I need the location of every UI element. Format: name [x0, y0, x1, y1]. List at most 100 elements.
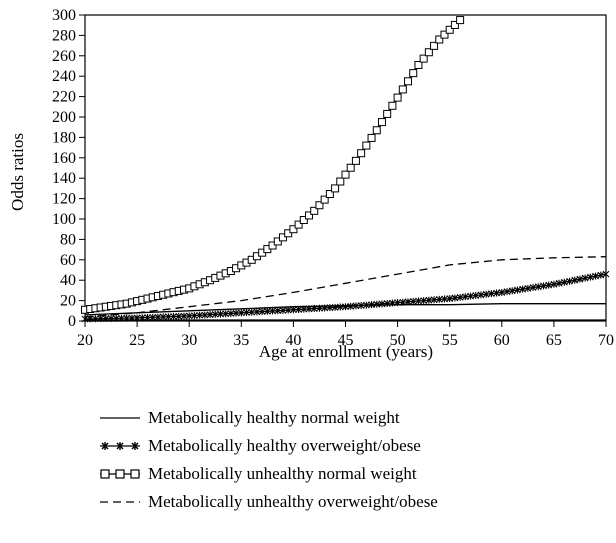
star-marker: [206, 311, 214, 319]
square-marker: [362, 141, 371, 150]
x-tick-label: 50: [390, 332, 406, 349]
square-marker: [409, 69, 418, 78]
x-tick-label: 55: [442, 332, 458, 349]
square-marker: [414, 60, 423, 69]
y-tick-label: 260: [52, 48, 76, 65]
square-marker: [419, 54, 428, 63]
square-marker: [299, 216, 308, 225]
star-marker: [243, 309, 250, 317]
square-marker: [377, 118, 386, 127]
square-marker: [393, 93, 402, 102]
square-marker: [456, 16, 465, 25]
plot-area: 0204060801001201401601802002202402602803…: [52, 7, 614, 349]
star-marker: [378, 300, 386, 308]
square-marker: [367, 133, 376, 142]
x-tick-label: 65: [546, 332, 562, 349]
star-marker: [201, 311, 209, 319]
legend: Metabolically healthy normal weight Meta…: [100, 404, 600, 516]
legend-label: Metabolically healthy overweight/obese: [148, 436, 421, 455]
square-marker: [315, 201, 324, 210]
odds-ratio-chart: Odds ratios Age at enrollment (years) 02…: [8, 7, 614, 361]
square-marker: [388, 101, 397, 110]
star-marker: [269, 307, 276, 315]
star-marker: [336, 303, 344, 311]
y-axis-title: Odds ratios: [8, 133, 27, 211]
star-marker: [154, 313, 162, 321]
star-marker: [581, 274, 589, 282]
square-marker: [273, 237, 282, 246]
star-marker: [248, 308, 256, 316]
legend-label: Metabolically healthy normal weight: [148, 408, 400, 427]
square-marker: [284, 229, 293, 238]
star-marker: [159, 313, 167, 321]
y-tick-label: 60: [60, 252, 76, 269]
star-marker: [227, 309, 235, 317]
square-marker: [435, 35, 444, 44]
square-marker: [351, 156, 360, 165]
star-marker: [149, 313, 157, 321]
square-marker: [383, 109, 392, 118]
star-marker: [133, 314, 141, 322]
square-marker: [424, 48, 433, 57]
square-marker: [331, 184, 340, 193]
star-marker: [534, 283, 542, 291]
star-marker: [435, 295, 443, 303]
x-tick-label: 60: [494, 332, 510, 349]
square-marker: [289, 225, 298, 234]
series-line-2: [84, 19, 461, 311]
star-marker: [420, 297, 428, 305]
legend-label: Metabolically unhealthy normal weight: [148, 464, 417, 483]
square-marker: [372, 126, 381, 135]
x-axis-title: Age at enrollment (years): [259, 342, 433, 361]
square-marker: [404, 77, 413, 86]
y-tick-label: 200: [52, 109, 76, 126]
square-marker: [450, 20, 459, 29]
legend-item: Metabolically healthy overweight/obese: [100, 432, 600, 460]
star-marker: [566, 277, 573, 285]
star-marker: [211, 310, 219, 318]
square-marker: [310, 206, 319, 215]
x-tick-label: 45: [338, 332, 354, 349]
star-marker: [258, 308, 266, 316]
legend-item: Metabolically unhealthy overweight/obese: [100, 488, 600, 516]
square-marker: [268, 241, 277, 250]
star-marker: [191, 312, 198, 320]
star-marker: [602, 270, 610, 278]
star-marker: [102, 315, 110, 323]
legend-swatch-dashed: [100, 501, 140, 503]
star-marker: [508, 287, 516, 295]
star-marker: [144, 314, 151, 322]
y-tick-label: 20: [60, 293, 76, 310]
star-marker: [503, 288, 511, 296]
x-tick-label: 35: [233, 332, 249, 349]
star-marker: [586, 273, 594, 281]
square-marker: [430, 41, 439, 50]
legend-label: Metabolically unhealthy overweight/obese: [148, 492, 438, 511]
star-marker: [545, 281, 553, 289]
square-marker: [445, 25, 454, 34]
star-marker: [279, 306, 287, 314]
star-marker: [185, 312, 193, 320]
square-marker: [341, 170, 350, 179]
star-marker: [112, 314, 120, 322]
square-marker: [305, 211, 314, 220]
y-tick-label: 140: [52, 170, 76, 187]
plot-frame: [84, 14, 607, 322]
x-tick-label: 25: [129, 332, 145, 349]
square-marker: [325, 190, 334, 199]
star-marker: [425, 296, 433, 304]
star-marker: [123, 314, 131, 322]
star-marker: [555, 279, 563, 287]
star-marker: [118, 314, 125, 322]
star-marker: [232, 309, 240, 317]
star-marker: [170, 313, 177, 321]
x-tick-label: 20: [77, 332, 93, 349]
y-tick-label: 0: [68, 313, 76, 330]
series-line-3: [84, 256, 607, 318]
star-marker: [222, 310, 230, 318]
star-marker: [107, 314, 115, 322]
star-marker: [164, 313, 172, 321]
star-marker: [430, 296, 438, 304]
x-tick-label: 40: [285, 332, 301, 349]
star-marker: [263, 307, 271, 315]
